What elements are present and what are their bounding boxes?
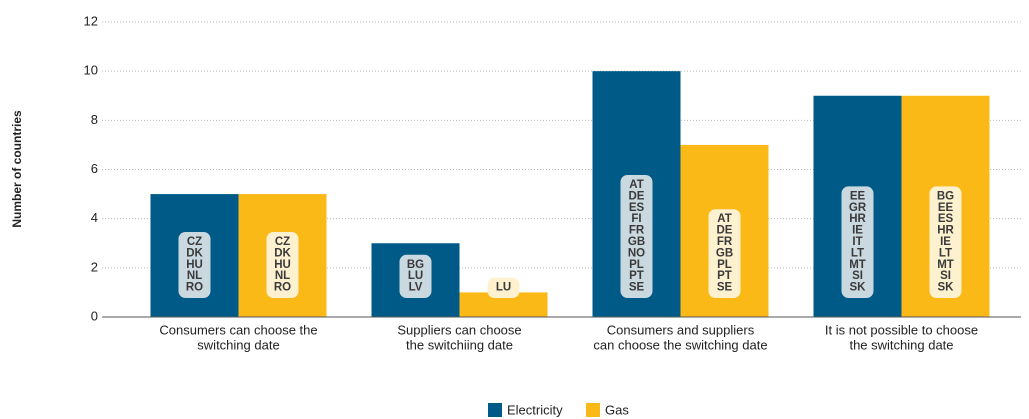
country-label: SE [717, 282, 733, 294]
country-label: EE [938, 202, 954, 214]
country-label: IE [852, 225, 863, 237]
country-label-box [266, 232, 299, 298]
country-label: GR [849, 202, 867, 214]
country-label: BG [407, 259, 424, 271]
x-tick-label: switching date [197, 337, 279, 352]
country-label: PT [629, 270, 644, 282]
country-label: LT [939, 247, 952, 259]
country-label: DK [186, 247, 203, 259]
country-label-box [841, 186, 874, 298]
country-label: PL [717, 259, 732, 271]
country-label: SI [940, 270, 951, 282]
country-label: NL [275, 270, 290, 282]
country-label: HU [186, 259, 203, 271]
country-label: DE [717, 225, 733, 237]
country-label: LU [496, 282, 511, 294]
x-tick-label: the switchiing date [406, 337, 513, 352]
country-label: MT [849, 259, 866, 271]
y-tick-label: 10 [84, 63, 98, 78]
country-label: HR [937, 225, 954, 237]
country-label-box [929, 186, 962, 298]
country-label: SK [938, 282, 955, 294]
country-label: NO [628, 247, 645, 259]
legend-swatch [586, 403, 600, 417]
country-label-box [620, 175, 653, 298]
country-label: DK [274, 247, 291, 259]
country-label: HU [274, 259, 291, 271]
country-label: LT [851, 247, 864, 259]
x-tick-label: Suppliers can choose [397, 322, 521, 337]
country-label: LU [408, 270, 423, 282]
country-label: ES [629, 202, 645, 214]
country-label: NL [187, 270, 202, 282]
country-label: RO [186, 282, 203, 294]
country-label: MT [937, 259, 954, 271]
x-tick-label: can choose the switching date [593, 337, 767, 352]
country-label: GB [716, 247, 733, 259]
country-label-box [178, 232, 211, 298]
country-label-box [708, 209, 741, 298]
country-label: FI [631, 213, 641, 225]
country-label: IT [852, 236, 862, 248]
country-label: GB [628, 236, 645, 248]
country-label-box [399, 254, 432, 298]
country-label: AT [717, 213, 731, 225]
country-label: FR [629, 225, 645, 237]
x-tick-label: the switching date [849, 337, 953, 352]
country-label: EE [850, 190, 866, 202]
country-label: ES [938, 213, 954, 225]
country-label: PT [717, 270, 732, 282]
country-label: PL [629, 259, 644, 271]
country-label: IE [940, 236, 951, 248]
y-tick-label: 12 [84, 13, 98, 28]
country-label: FR [717, 236, 733, 248]
y-tick-label: 4 [91, 210, 98, 225]
country-label: SI [852, 270, 863, 282]
country-label: BG [937, 190, 954, 202]
legend-label: Gas [605, 402, 629, 417]
country-label: AT [629, 179, 643, 191]
x-tick-label: It is not possible to choose [825, 322, 978, 337]
y-tick-label: 2 [91, 259, 98, 274]
country-label: HR [849, 213, 866, 225]
country-label: CZ [187, 236, 202, 248]
country-label: SE [629, 282, 645, 294]
y-tick-label: 6 [91, 161, 98, 176]
x-tick-label: Consumers and suppliers [607, 322, 755, 337]
y-axis-label: Number of countries [10, 110, 24, 228]
country-label: RO [274, 282, 291, 294]
country-label: LV [409, 282, 423, 294]
country-label: SK [850, 282, 867, 294]
legend-swatch [488, 403, 502, 417]
country-label-box [487, 277, 520, 298]
y-tick-label: 0 [91, 308, 98, 323]
legend-label: Electricity [507, 402, 563, 417]
x-tick-label: Consumers can choose the [159, 322, 317, 337]
country-label: CZ [275, 236, 290, 248]
country-label: DE [629, 190, 645, 202]
y-tick-label: 8 [91, 112, 98, 127]
